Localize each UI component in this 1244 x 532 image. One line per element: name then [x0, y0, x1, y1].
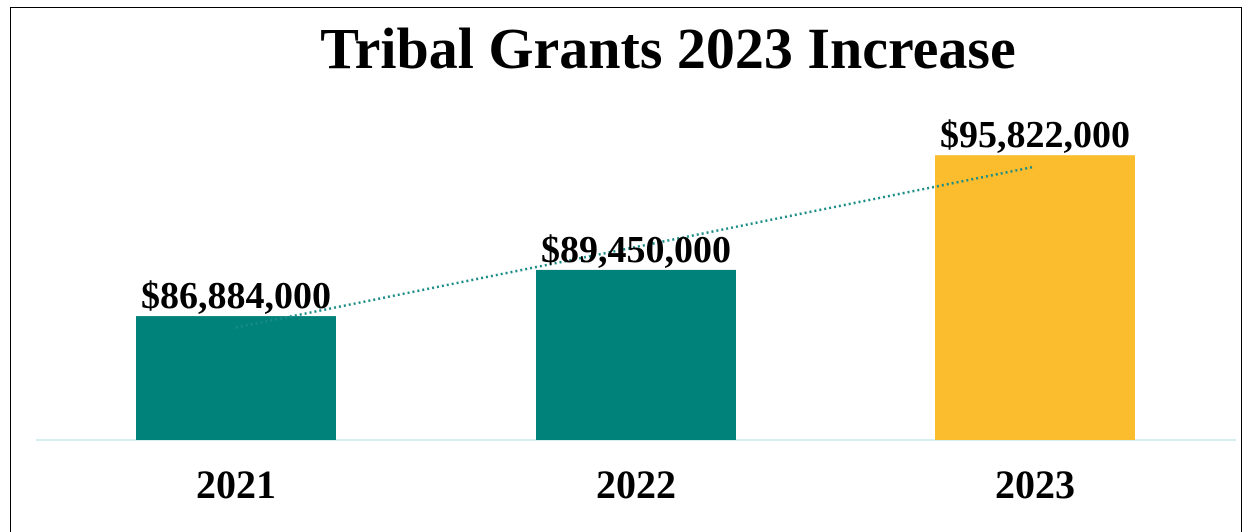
bar-2022 [536, 269, 736, 440]
bar-2023 [935, 155, 1135, 441]
trendline [235, 165, 1036, 329]
data-label-2021: $86,884,000 [141, 275, 331, 317]
bars-group [136, 155, 1135, 441]
bar-2021 [136, 316, 336, 440]
x-tick-label-2021: 2021 [196, 462, 276, 507]
x-tick-label-2023: 2023 [995, 462, 1075, 507]
x-tick-labels-group: 2021 2022 2023 [196, 462, 1075, 507]
data-label-2023: $95,822,000 [940, 114, 1130, 156]
data-label-2022: $89,450,000 [541, 229, 731, 271]
x-tick-label-2022: 2022 [596, 462, 676, 507]
chart-title: Tribal Grants 2023 Increase [320, 16, 1015, 81]
data-labels-group: $86,884,000 $89,450,000 $95,822,000 [141, 114, 1130, 317]
